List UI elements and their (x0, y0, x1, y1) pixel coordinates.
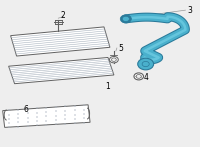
Polygon shape (3, 105, 90, 127)
Circle shape (112, 58, 116, 61)
Circle shape (142, 61, 149, 67)
Circle shape (134, 73, 143, 80)
Circle shape (140, 60, 151, 68)
Polygon shape (11, 27, 110, 56)
Circle shape (138, 58, 154, 70)
Circle shape (110, 56, 118, 63)
Circle shape (122, 16, 129, 21)
Text: 4: 4 (143, 73, 148, 82)
Circle shape (136, 75, 141, 78)
Text: 3: 3 (187, 6, 192, 15)
Circle shape (120, 15, 131, 23)
Text: 6: 6 (23, 105, 28, 114)
Text: 5: 5 (118, 44, 123, 52)
Polygon shape (9, 57, 114, 84)
Text: 1: 1 (106, 82, 110, 91)
Text: 2: 2 (61, 11, 66, 20)
